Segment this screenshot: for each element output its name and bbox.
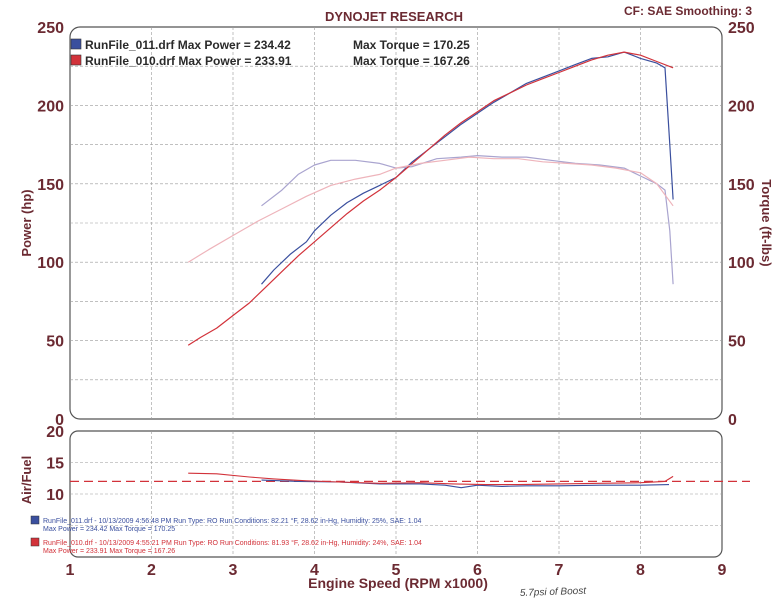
- run-011-power-line: [261, 51, 674, 285]
- legend-swatch-run-011: [70, 38, 82, 50]
- run-010-power-line: [187, 51, 674, 346]
- airfuel-tick-label: 15: [46, 456, 64, 473]
- rpm-tick-label: 4: [310, 562, 319, 579]
- run-010-torque-line: [187, 156, 674, 263]
- runinfo-line2-1: Max Power = 233.91 Max Torque = 167.26: [43, 548, 175, 555]
- power-tick-label: 100: [37, 255, 64, 272]
- runinfo-line1-0: RunFile_011.drf - 10/13/2009 4:56:48 PM …: [43, 517, 422, 525]
- legend-run-power-0: RunFile_011.drf Max Power = 234.42: [85, 38, 291, 52]
- main-plot-frame: [69, 26, 723, 420]
- legend-swatch-run-010: [70, 54, 82, 66]
- legend-run-torque-1: Max Torque = 167.26: [353, 54, 470, 68]
- runinfo-swatch-0: [30, 515, 40, 525]
- runinfo-line2-0: Max Power = 234.42 Max Torque = 170.25: [43, 526, 175, 533]
- rpm-tick-label: 6: [473, 562, 482, 579]
- legend-run-power-1: RunFile_010.drf Max Power = 233.91: [85, 54, 292, 68]
- airfuel-tick-label: 10: [46, 487, 64, 504]
- runinfo-line1-1: RunFile_010.drf - 10/13/2009 4:55:21 PM …: [43, 539, 422, 547]
- airfuel-plot-frame: [69, 430, 723, 558]
- x-axis-label: Engine Speed (RPM x1000): [308, 575, 488, 591]
- torque-tick-label: 250: [728, 20, 755, 37]
- power-axis-label: Power (hp): [19, 189, 34, 256]
- torque-tick-label: 150: [728, 177, 755, 194]
- rpm-tick-label: 5: [392, 562, 401, 579]
- run-011-airfuel-line: [261, 479, 670, 489]
- run-011-torque-line: [261, 155, 674, 285]
- rpm-tick-label: 8: [636, 562, 645, 579]
- power-tick-label: 150: [37, 177, 64, 194]
- power-tick-label: 0: [55, 412, 64, 429]
- torque-tick-label: 0: [728, 412, 737, 429]
- rpm-tick-label: 3: [229, 562, 238, 579]
- torque-tick-label: 200: [728, 98, 755, 115]
- rpm-tick-label: 9: [718, 562, 727, 579]
- chart-title: DYNOJET RESEARCH: [325, 9, 463, 24]
- correction-factor-label: CF: SAE Smoothing: 3: [624, 4, 752, 18]
- torque-tick-label: 100: [728, 255, 755, 272]
- power-tick-label: 50: [46, 334, 64, 351]
- rpm-tick-label: 7: [555, 562, 564, 579]
- run-010-airfuel-line: [188, 472, 674, 486]
- runinfo-swatch-1: [30, 537, 40, 547]
- rpm-tick-label: 1: [66, 562, 75, 579]
- torque-axis-label: Torque (ft-lbs): [759, 179, 774, 266]
- power-tick-label: 200: [37, 98, 64, 115]
- power-tick-label: 250: [37, 20, 64, 37]
- legend-run-torque-0: Max Torque = 170.25: [353, 38, 470, 52]
- boost-handwritten-note: 5.7psi of Boost: [520, 586, 588, 599]
- airfuel-tick-label: 20: [46, 424, 64, 441]
- rpm-tick-label: 2: [147, 562, 156, 579]
- airfuel-axis-label: Air/Fuel: [19, 456, 34, 504]
- torque-tick-label: 50: [728, 334, 746, 351]
